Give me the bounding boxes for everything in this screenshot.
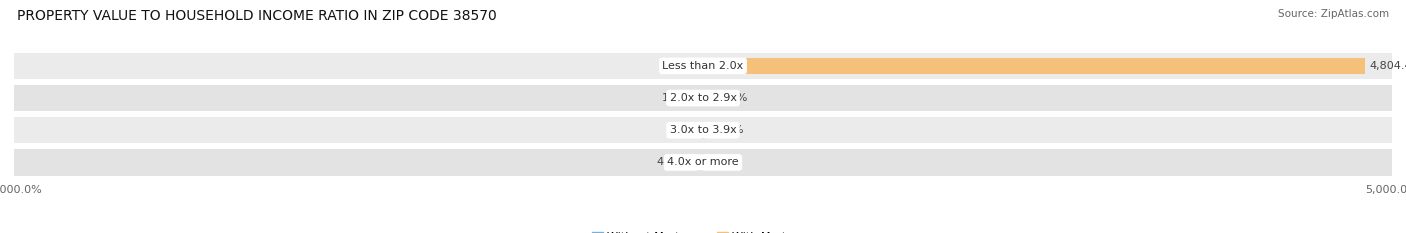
Bar: [696, 154, 703, 171]
Bar: [703, 58, 1365, 74]
Text: 14.9%: 14.9%: [709, 125, 745, 135]
Bar: [699, 58, 703, 74]
Text: 9.5%: 9.5%: [709, 158, 737, 168]
Text: PROPERTY VALUE TO HOUSEHOLD INCOME RATIO IN ZIP CODE 38570: PROPERTY VALUE TO HOUSEHOLD INCOME RATIO…: [17, 9, 496, 23]
Bar: [14, 53, 1392, 79]
Text: 4.0x or more: 4.0x or more: [668, 158, 738, 168]
Text: 7.7%: 7.7%: [669, 125, 697, 135]
Text: 32.7%: 32.7%: [659, 61, 695, 71]
Bar: [14, 117, 1392, 144]
Text: Less than 2.0x: Less than 2.0x: [662, 61, 744, 71]
Text: 3.0x to 3.9x: 3.0x to 3.9x: [669, 125, 737, 135]
Text: 36.9%: 36.9%: [713, 93, 748, 103]
Text: 46.9%: 46.9%: [657, 158, 692, 168]
Text: 12.7%: 12.7%: [662, 93, 697, 103]
Legend: Without Mortgage, With Mortgage: Without Mortgage, With Mortgage: [588, 227, 818, 233]
Bar: [702, 90, 703, 106]
Bar: [14, 149, 1392, 176]
Text: Source: ZipAtlas.com: Source: ZipAtlas.com: [1278, 9, 1389, 19]
Text: 4,804.4%: 4,804.4%: [1369, 61, 1406, 71]
Bar: [703, 90, 709, 106]
Text: 2.0x to 2.9x: 2.0x to 2.9x: [669, 93, 737, 103]
Bar: [703, 122, 704, 139]
Bar: [14, 85, 1392, 111]
